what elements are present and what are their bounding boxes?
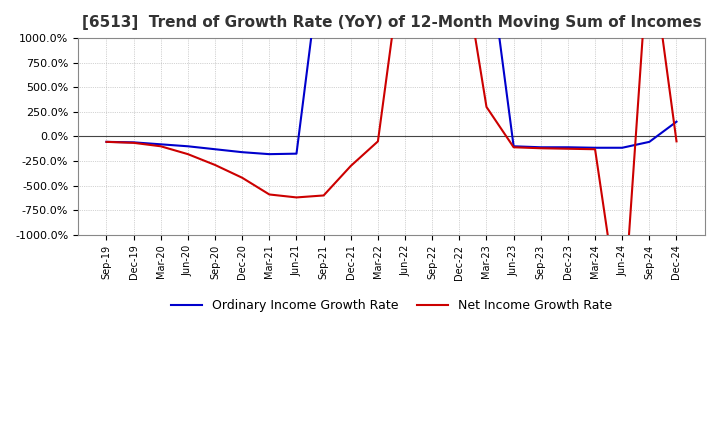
- Line: Ordinary Income Growth Rate: Ordinary Income Growth Rate: [107, 0, 677, 154]
- Ordinary Income Growth Rate: [130, 140, 138, 145]
- Net Income Growth Rate: [184, 151, 192, 157]
- Net Income Growth Rate: [509, 145, 518, 150]
- Net Income Growth Rate: [374, 139, 382, 144]
- Net Income Growth Rate: [346, 163, 355, 169]
- Net Income Growth Rate: [618, 330, 626, 336]
- Ordinary Income Growth Rate: [156, 142, 165, 147]
- Ordinary Income Growth Rate: [292, 151, 301, 156]
- Net Income Growth Rate: [482, 104, 491, 110]
- Net Income Growth Rate: [672, 139, 681, 144]
- Ordinary Income Growth Rate: [102, 139, 111, 144]
- Net Income Growth Rate: [564, 146, 572, 151]
- Ordinary Income Growth Rate: [184, 143, 192, 149]
- Net Income Growth Rate: [536, 146, 545, 151]
- Net Income Growth Rate: [130, 140, 138, 146]
- Net Income Growth Rate: [319, 193, 328, 198]
- Ordinary Income Growth Rate: [238, 150, 246, 155]
- Ordinary Income Growth Rate: [536, 145, 545, 150]
- Net Income Growth Rate: [265, 192, 274, 197]
- Ordinary Income Growth Rate: [590, 145, 599, 150]
- Net Income Growth Rate: [590, 147, 599, 152]
- Ordinary Income Growth Rate: [645, 139, 654, 144]
- Ordinary Income Growth Rate: [618, 145, 626, 150]
- Ordinary Income Growth Rate: [265, 151, 274, 157]
- Ordinary Income Growth Rate: [509, 143, 518, 149]
- Line: Net Income Growth Rate: Net Income Growth Rate: [107, 0, 677, 333]
- Net Income Growth Rate: [238, 175, 246, 180]
- Ordinary Income Growth Rate: [564, 145, 572, 150]
- Ordinary Income Growth Rate: [211, 147, 220, 152]
- Ordinary Income Growth Rate: [672, 119, 681, 125]
- Net Income Growth Rate: [156, 143, 165, 149]
- Net Income Growth Rate: [102, 139, 111, 144]
- Net Income Growth Rate: [211, 162, 220, 168]
- Legend: Ordinary Income Growth Rate, Net Income Growth Rate: Ordinary Income Growth Rate, Net Income …: [166, 294, 618, 317]
- Title: [6513]  Trend of Growth Rate (YoY) of 12-Month Moving Sum of Incomes: [6513] Trend of Growth Rate (YoY) of 12-…: [81, 15, 701, 30]
- Net Income Growth Rate: [292, 195, 301, 200]
